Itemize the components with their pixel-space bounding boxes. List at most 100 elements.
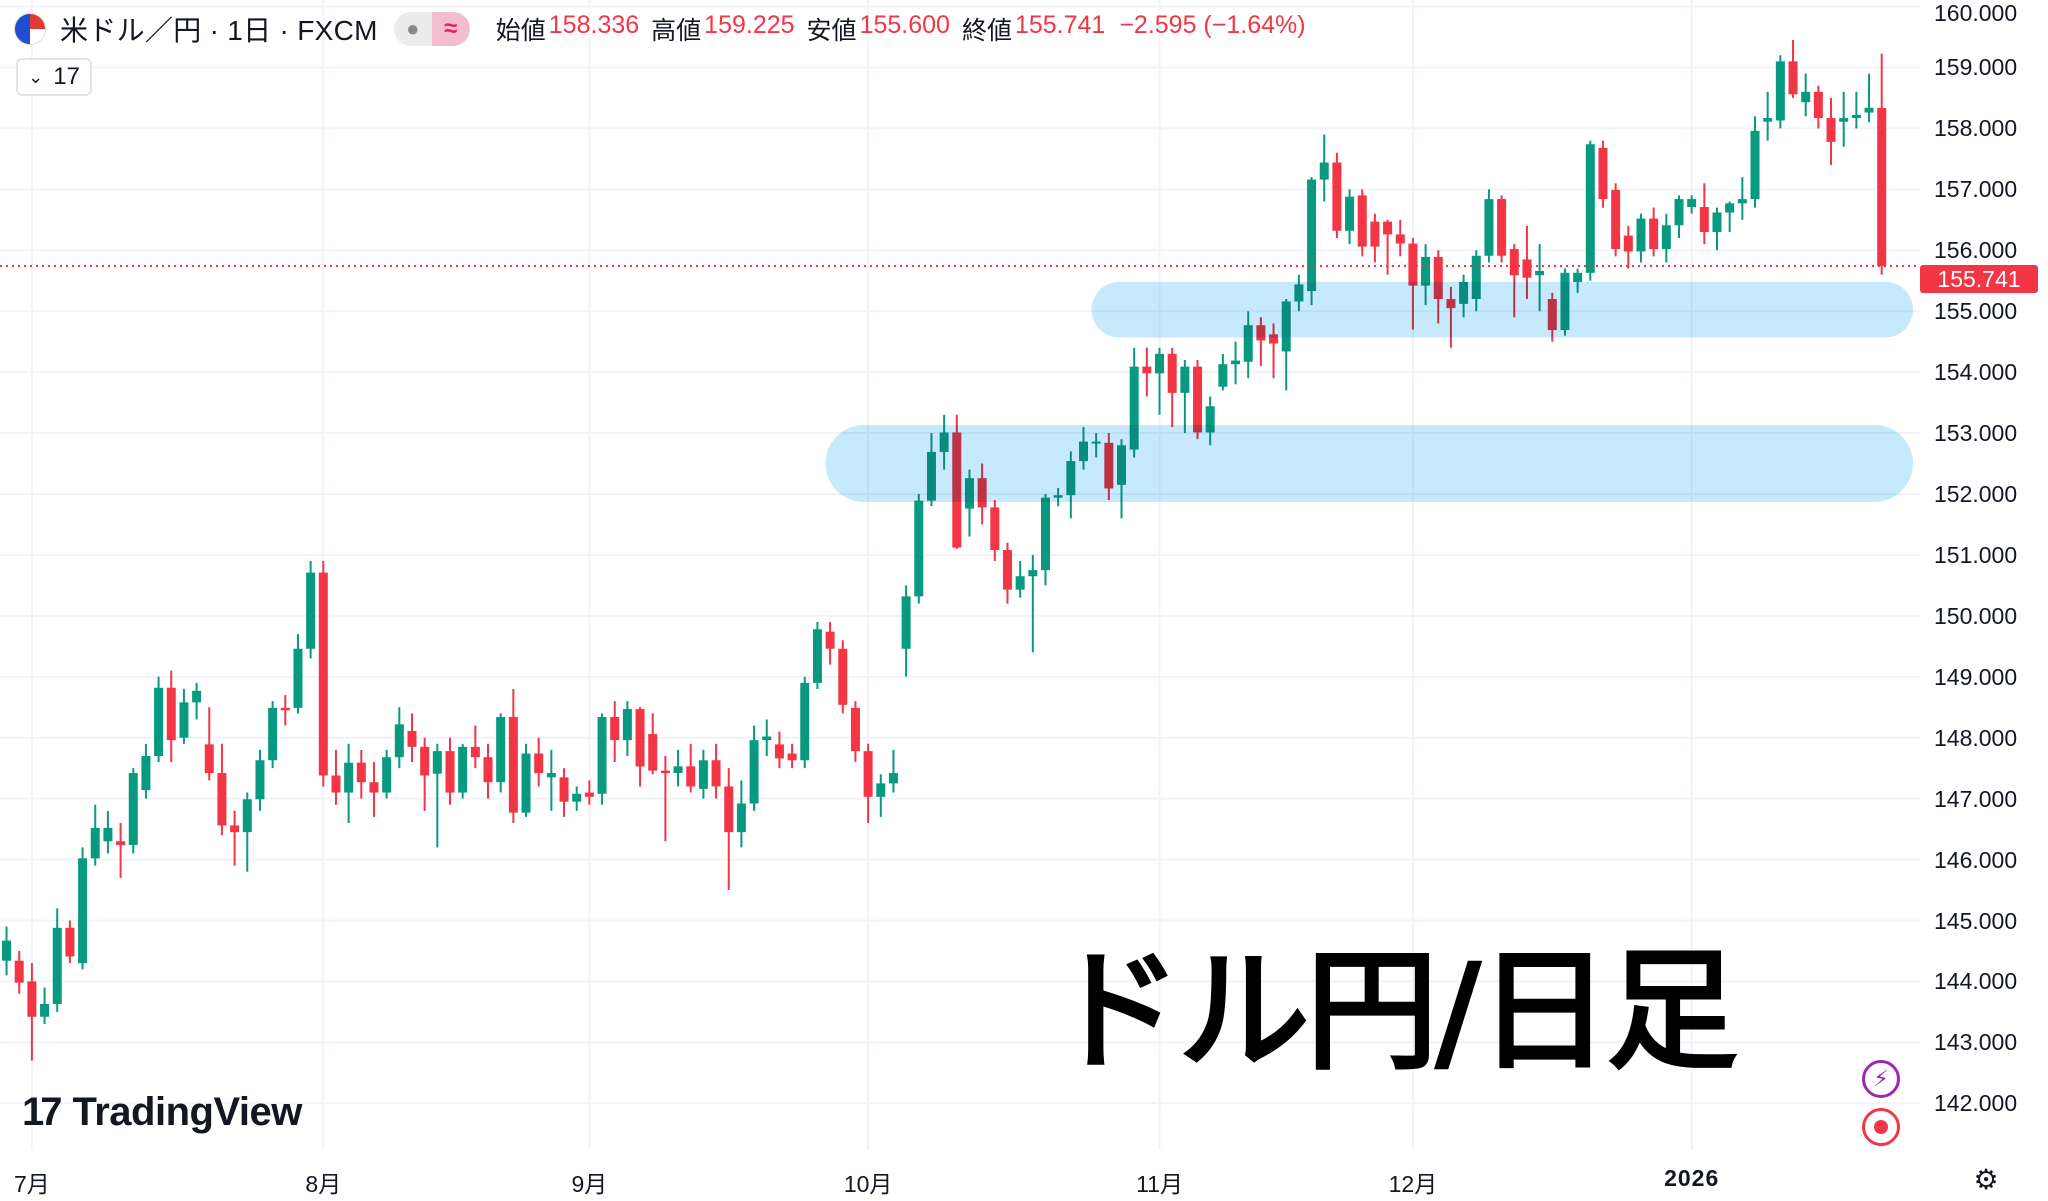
tradingview-logo[interactable]: 17 TradingView xyxy=(22,1090,302,1135)
candle-up xyxy=(1763,118,1773,122)
candle-down xyxy=(1788,61,1798,95)
candle-down xyxy=(1383,221,1393,235)
candle-down xyxy=(1370,221,1380,247)
candle-up xyxy=(698,760,708,789)
time-tick-label: 11月 xyxy=(1136,1171,1183,1197)
settings-gear-icon[interactable]: ⚙ xyxy=(1973,1163,1999,1195)
lightning-icon[interactable]: ⚡ xyxy=(1862,1060,1900,1098)
candle-up xyxy=(268,707,278,761)
price-tick-label: 142.000 xyxy=(1934,1090,2018,1117)
support-zone-highlight xyxy=(825,425,1914,502)
candle-down xyxy=(420,746,430,776)
low-label: 安値 xyxy=(806,17,857,45)
high-label: 高値 xyxy=(651,17,702,45)
price-tick-label: 154.000 xyxy=(1934,359,2018,386)
candle-down xyxy=(660,770,670,774)
candle-up xyxy=(1231,360,1241,365)
last-price-label: 155.741 xyxy=(1920,265,2038,294)
candle-down xyxy=(1649,218,1659,250)
price-tick-label: 146.000 xyxy=(1934,846,2018,873)
candle-up xyxy=(1801,91,1811,103)
candle-down xyxy=(1826,118,1836,142)
candle-up xyxy=(1129,366,1139,450)
candle-up xyxy=(192,690,202,703)
candle-up xyxy=(141,755,151,791)
price-tick-label: 150.000 xyxy=(1934,602,2018,629)
candle-up xyxy=(242,799,252,833)
candle-up xyxy=(458,746,468,793)
price-tick-label: 144.000 xyxy=(1934,968,2018,995)
candle-up xyxy=(1205,406,1215,433)
candle-down xyxy=(14,960,24,983)
candle-up xyxy=(293,648,303,708)
candle-up xyxy=(90,827,100,859)
candle-up xyxy=(1471,255,1481,300)
candle-down xyxy=(648,734,658,771)
candle-down xyxy=(1623,235,1633,252)
candle-up xyxy=(914,500,924,597)
record-icon[interactable] xyxy=(1862,1108,1900,1146)
candle-up xyxy=(40,1003,50,1017)
price-tick-label: 151.000 xyxy=(1934,541,2018,568)
candle-up xyxy=(1319,162,1329,180)
candle-up xyxy=(597,716,607,794)
candle-down xyxy=(1357,195,1367,247)
candle-down xyxy=(116,841,126,845)
overlay-caption: ドル円/日足 xyxy=(1050,935,1738,1089)
candle-up xyxy=(1040,497,1050,571)
candle-up xyxy=(546,773,556,778)
candle-up xyxy=(344,762,354,793)
indicators-toggle-button[interactable]: ⌄ 17 xyxy=(16,58,92,96)
candle-down xyxy=(1332,162,1342,231)
price-tick-label: 148.000 xyxy=(1934,724,2018,751)
candle-up xyxy=(901,596,911,649)
price-tick-label: 147.000 xyxy=(1934,785,2018,812)
candle-down xyxy=(724,786,734,833)
time-tick-label: 7月 xyxy=(13,1171,50,1197)
candle-up xyxy=(876,783,886,797)
candle-up xyxy=(1243,325,1253,362)
candle-down xyxy=(990,507,1000,551)
candle-up xyxy=(1180,366,1190,393)
candle-down xyxy=(850,707,860,752)
close-label: 終値 xyxy=(961,17,1012,45)
price-tick-label: 153.000 xyxy=(1934,420,2018,447)
candle-down xyxy=(445,751,455,793)
price-tick-label: 155.000 xyxy=(1934,298,2018,325)
candle-down xyxy=(508,716,518,813)
candle-up xyxy=(1307,179,1317,292)
candle-up xyxy=(749,740,759,804)
candle-up xyxy=(812,629,822,683)
chevron-down-icon: ⌄ xyxy=(28,66,44,87)
candle-up xyxy=(762,736,772,741)
candle-down xyxy=(217,773,227,826)
candle-down xyxy=(711,760,721,787)
price-tick-label: 158.000 xyxy=(1934,115,2018,142)
candle-down xyxy=(280,707,290,711)
symbol-title[interactable]: 米ドル／円 · 1日 · FXCM xyxy=(60,15,378,46)
candle-down xyxy=(407,731,417,747)
candle-up xyxy=(1737,199,1747,204)
candle-up xyxy=(154,687,164,756)
candle-down xyxy=(65,927,75,957)
status-pill[interactable]: ● ≈ xyxy=(393,12,470,46)
candle-down xyxy=(1699,207,1709,232)
tradingview-logo-text: TradingView xyxy=(72,1090,303,1134)
time-tick-label: 9月 xyxy=(571,1171,608,1197)
time-tick-label: 8月 xyxy=(305,1171,342,1197)
candle-down xyxy=(825,631,835,649)
candle-up xyxy=(78,858,88,964)
candle-down xyxy=(610,716,620,741)
candle-down xyxy=(1142,366,1152,374)
candle-down xyxy=(318,572,328,776)
candle-up xyxy=(1661,225,1671,250)
candle-down xyxy=(559,777,569,802)
candle-up xyxy=(1839,118,1849,122)
price-tick-label: 145.000 xyxy=(1934,907,2018,934)
candle-down xyxy=(1509,249,1519,276)
low-value: 155.600 xyxy=(859,11,950,39)
price-tick-label: 160.000 xyxy=(1934,0,2018,26)
candle-up xyxy=(1218,364,1228,387)
candle-up xyxy=(255,760,265,800)
